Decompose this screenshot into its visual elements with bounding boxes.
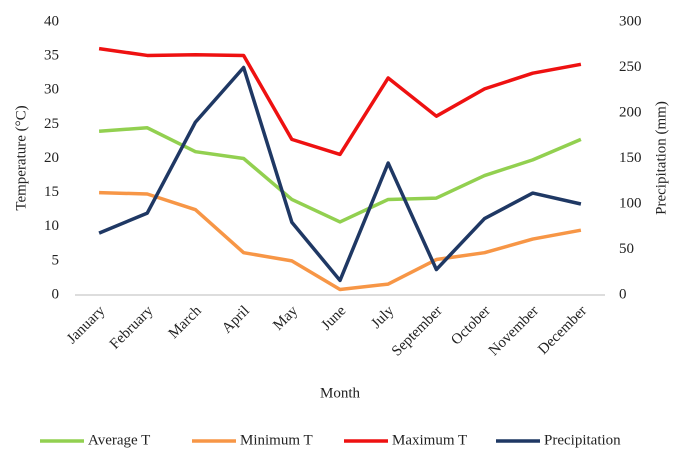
legend-label: Maximum T — [392, 432, 467, 448]
y2-tick-label: 100 — [619, 195, 642, 211]
y-tick-label: 10 — [44, 218, 59, 234]
y-tick-label: 5 — [52, 252, 60, 268]
x-tick-label: January — [64, 303, 109, 348]
y2-tick-label: 50 — [619, 241, 634, 257]
legend-label: Precipitation — [544, 432, 621, 448]
x-tick-label: September — [389, 303, 446, 360]
y2-tick-label: 200 — [619, 104, 642, 120]
y-tick-label: 35 — [44, 48, 59, 64]
x-axis-title: Month — [320, 385, 361, 401]
series-line — [98, 46, 582, 157]
x-tick-label: February — [107, 303, 157, 353]
y-tick-label: 15 — [44, 184, 59, 200]
y-axis-title: Temperature (°C) — [13, 105, 29, 210]
y2-tick-label: 0 — [619, 286, 627, 302]
x-tick-label: April — [219, 303, 253, 337]
series-line — [99, 190, 582, 292]
y-tick-label: 20 — [44, 150, 59, 166]
legend-label: Average T — [88, 432, 150, 448]
x-tick-label: November — [486, 303, 542, 359]
y-tick-label: 40 — [44, 13, 59, 29]
series-line — [98, 65, 582, 283]
y2-axis-title: Precipitation (mm) — [653, 101, 669, 215]
x-tick-label: May — [270, 303, 301, 334]
y-tick-label: 30 — [44, 82, 59, 98]
series-line — [98, 126, 582, 224]
x-tick-label: October — [448, 303, 493, 348]
y2-tick-label: 250 — [619, 59, 642, 75]
y-tick-label: 0 — [52, 286, 60, 302]
x-tick-label: March — [166, 303, 205, 342]
y2-tick-label: 300 — [619, 13, 642, 29]
legend-label: Minimum T — [240, 432, 313, 448]
y-tick-label: 25 — [44, 116, 59, 132]
x-tick-label: June — [318, 303, 349, 334]
x-tick-label: July — [368, 303, 397, 332]
x-tick-label: December — [535, 303, 590, 358]
y2-tick-label: 150 — [619, 150, 642, 166]
